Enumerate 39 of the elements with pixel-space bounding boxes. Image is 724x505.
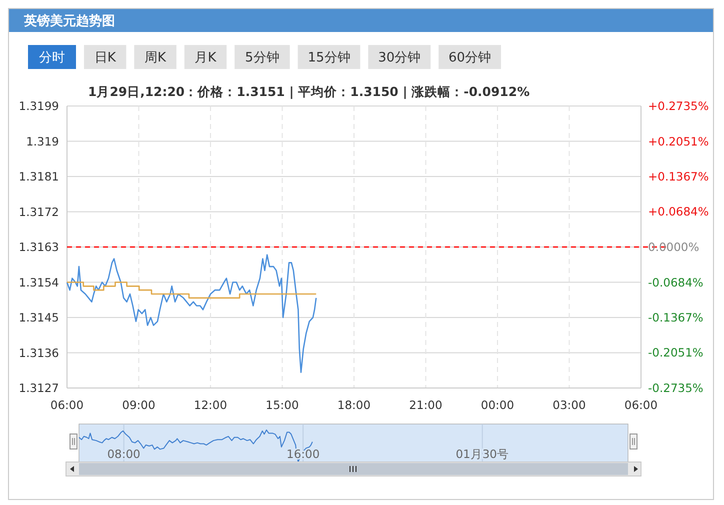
y-tick-label: 1.3181 [18,170,59,184]
x-tick-label: 06:00 [624,398,658,412]
y2-tick-label: -0.0684% [648,275,704,290]
text: 1月29日,12:20：价格：1.3151 | 平均价：1.3150 | 涨跌幅：-0.0912% [88,84,530,99]
y-tick-label: 1.3172 [18,204,59,219]
x-tick-label: 09:00 [122,398,156,412]
tab-button: 15分钟 [298,45,360,69]
y2-tick-label: +0.0684% [648,204,709,219]
y2-tick-label: +0.2735% [648,99,709,113]
y-tick-label: 1.3127 [18,381,59,395]
tab-button: 月K [184,45,227,69]
y2-tick-label: -0.1367% [648,310,704,324]
tab-button: 日K [84,45,126,69]
y2-tick-label: +0.1367% [648,170,709,184]
y-tick-label: 1.3163 [18,240,59,254]
tab-button: 5分钟 [234,45,290,69]
tab-button: 周K [134,45,176,69]
tab-button: 30分钟 [368,45,431,69]
x-tick-label: 03:00 [552,398,586,412]
tab-button: 60分钟 [438,45,501,69]
x-tick-label: 18:00 [337,398,371,412]
y2-tick-label: -0.2051% [648,346,704,360]
x-tick-label: 08:00 [107,447,140,461]
x-tick-label: 12:00 [194,398,228,412]
y-tick-label: 1.3136 [18,346,59,360]
x-tick-label: 06:00 [50,398,84,412]
x-tick-label: 21:00 [409,398,442,412]
x-tick-label: 01月30号 [456,447,509,461]
x-tick-label: 00:00 [480,398,514,412]
y2-tick-label: 0.0000% [648,240,700,254]
x-tick-label: 15:00 [266,398,299,412]
y-tick-label: 1.3154 [18,275,59,290]
y-tick-label: 1.319 [26,134,59,148]
tab-button: 分时 [28,45,76,69]
chart-title: 英镑美元趋势图 [23,13,115,29]
y2-tick-label: +0.2051% [648,134,709,148]
y-tick-label: 1.3199 [18,99,59,113]
y2-tick-label: -0.2735% [648,381,704,395]
y-tick-label: 1.3145 [18,310,59,324]
